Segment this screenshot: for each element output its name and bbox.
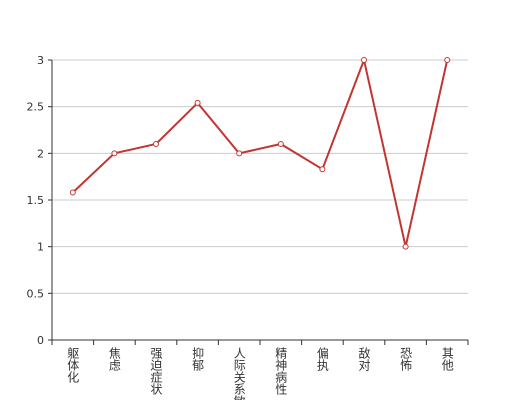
point bbox=[277, 141, 284, 147]
y-tick-label: 2 bbox=[37, 147, 44, 160]
point bbox=[361, 57, 367, 63]
point bbox=[69, 189, 76, 196]
point bbox=[194, 99, 201, 106]
x-tick-label: 焦虑 bbox=[107, 347, 121, 371]
x-tick-label: 其他 bbox=[440, 347, 454, 371]
y-tick-label: 1 bbox=[37, 241, 44, 254]
x-tick-label: 精神病性 bbox=[274, 347, 288, 396]
x-tick-label: 强迫症状 bbox=[149, 347, 163, 395]
point bbox=[153, 141, 159, 147]
x-tick-label: 偏执 bbox=[315, 346, 329, 372]
y-tick-label: 0.5 bbox=[27, 287, 45, 300]
point bbox=[111, 150, 118, 157]
y-tick-label: 0 bbox=[37, 334, 44, 347]
point bbox=[402, 243, 409, 250]
x-tick-label: 敌对 bbox=[357, 346, 371, 371]
x-tick-label: 抑郁 bbox=[191, 346, 205, 372]
point bbox=[236, 150, 243, 157]
x-tick-label: 人际关系敏感 bbox=[232, 347, 246, 400]
line bbox=[72, 56, 449, 247]
x-tick-label: 躯体化 bbox=[66, 346, 80, 384]
x-tick-label: 恐怖 bbox=[399, 347, 413, 371]
point bbox=[444, 57, 451, 63]
point bbox=[319, 166, 326, 173]
y-tick-label: 2.5 bbox=[27, 101, 45, 114]
y-tick-label: 1.5 bbox=[27, 194, 45, 207]
y-tick-label: 3 bbox=[37, 54, 44, 67]
